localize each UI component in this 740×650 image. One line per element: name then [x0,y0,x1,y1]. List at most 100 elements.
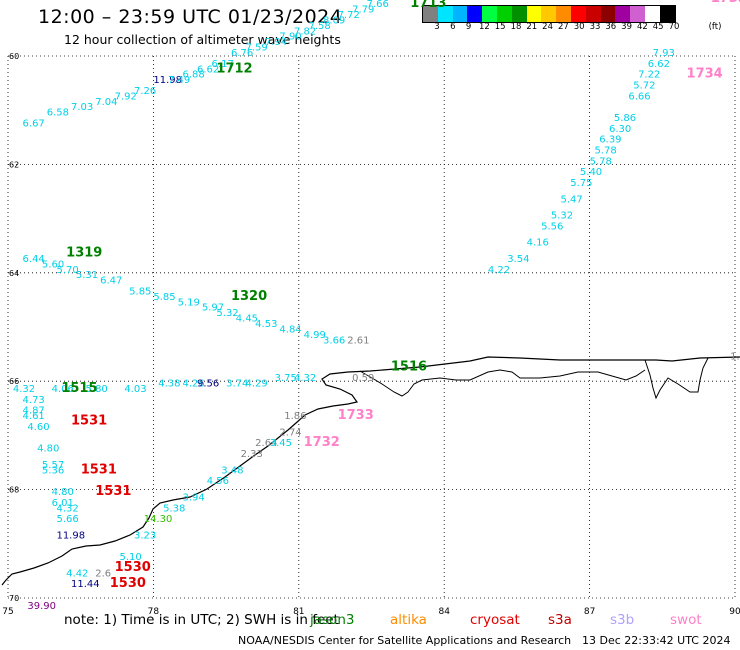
color-scale-tick: 12 [478,22,490,32]
track-label: 1320 [231,289,267,304]
swh-value: 2.74 [279,427,301,438]
swh-value: 14.30 [144,514,173,525]
swh-value: 11.44 [71,579,100,590]
mission-legend-item: jason3 [310,612,355,628]
swh-value: 6.62 [648,59,670,70]
color-swatch [467,6,483,22]
color-scale-tick: 3 [434,22,440,32]
swh-value: 6.67 [23,118,45,129]
track-label: 1732 [304,435,340,450]
track-label: 1531 [95,484,131,499]
swh-value: 4.29 [245,379,267,390]
color-scale-tick: 70 [668,22,680,32]
swh-value: 6.58 [47,108,69,119]
track-label: 1712 [216,61,252,76]
swh-value: 2.64 [255,438,277,449]
swh-value: 39.90 [27,601,56,612]
color-swatch [630,6,645,22]
longitude-label: 87 [584,607,595,617]
swh-value: 1.96 [730,352,740,363]
track-label: 1530 [110,576,146,591]
swh-value: 4.22 [488,265,510,276]
swh-value: 5.31 [76,270,98,281]
swh-value: 4.87 [23,406,45,417]
swh-value: 7.93 [653,48,675,59]
swh-value: 4.16 [527,238,549,249]
color-swatch [423,6,438,22]
swh-value: 5.56 [541,221,563,232]
swh-value: 5.60 [42,259,64,270]
color-swatch [496,6,512,22]
swh-value: 7.22 [638,70,660,81]
swh-value: 7.04 [95,97,117,108]
swh-value: 3.45 [270,438,292,449]
color-swatch [511,6,527,22]
swh-value: 4.42 [66,568,88,579]
swh-value: 3.74 [226,379,248,390]
color-scale-tick: 42 [636,22,648,32]
swh-value: 5.75 [570,178,592,189]
latitude-label: 70 [9,594,19,603]
longitude-label: 78 [148,607,160,617]
mission-legend-item: altika [390,612,427,628]
track-label: 1531 [71,414,107,429]
latitude-label: 62 [9,160,19,169]
swh-value: 5.32 [551,211,573,222]
swh-value: 3.54 [507,254,529,265]
swh-value: 3.94 [182,492,204,503]
swh-value: 2.33 [241,449,263,460]
mission-legend-item: swot [670,612,702,628]
swh-value: 7.72 [338,10,360,21]
color-scale-bar [422,5,676,23]
swh-value: 6.76 [231,48,253,59]
swh-value: 7.66 [367,0,389,10]
color-swatch [585,6,601,22]
swh-value: 11.98 [56,530,85,541]
swh-value: 0.59 [352,373,374,384]
track-number-labels: 1713171217351734131913201516151515311531… [61,0,740,591]
swh-value: 3.66 [323,335,345,346]
swh-value: 4.06 [52,384,74,395]
color-swatch [644,6,660,22]
swh-value: 5.57 [42,460,64,471]
color-swatch [526,6,542,22]
swh-value: 7.03 [71,102,93,113]
swh-value: 5.38 [163,503,185,514]
swh-value: 9.56 [197,379,219,390]
track-label: 1733 [338,408,374,423]
color-swatch [437,6,453,22]
color-swatch [615,6,631,22]
swh-value: 5.36 [42,465,64,476]
track-label: 1516 [391,359,427,374]
swh-value: 6.01 [52,498,74,509]
swh-value: 7.79 [352,5,374,16]
color-scale-tick: 45 [652,22,664,32]
swh-value: 5.66 [56,514,78,525]
coastline-peninsula [359,369,646,397]
latitude-label: 66 [9,377,19,386]
track-label: 1531 [81,462,117,477]
swh-value: 8.09 [323,15,345,26]
swh-value: 7.49 [168,75,190,86]
longitude-label: 75 [2,607,13,617]
mission-legend-item: s3b [610,612,635,628]
swh-value: 6.30 [609,124,631,135]
swh-value: 1.86 [284,411,306,422]
swh-value: 4.61 [23,411,45,422]
color-swatch [556,6,571,22]
coastline-siberia [1,356,740,586]
longitude-label: 90 [729,607,740,617]
latitude-label: 68 [9,486,19,495]
mission-legend-item: s3a [548,612,572,628]
color-swatch [452,6,468,22]
swh-value: 2.61 [347,335,369,346]
color-scale-tick: 9 [465,22,472,32]
swh-value: 7.94 [265,37,287,48]
swh-value: 5.19 [178,297,200,308]
latitude-label: 64 [9,269,19,278]
swh-value: 5.85 [153,292,175,303]
swh-value-labels: 6.676.58 7.03 7.047.927.2611.987.496.886.6… [13,0,740,612]
color-swatch [659,6,675,22]
swh-value: 4.03 [124,384,146,395]
